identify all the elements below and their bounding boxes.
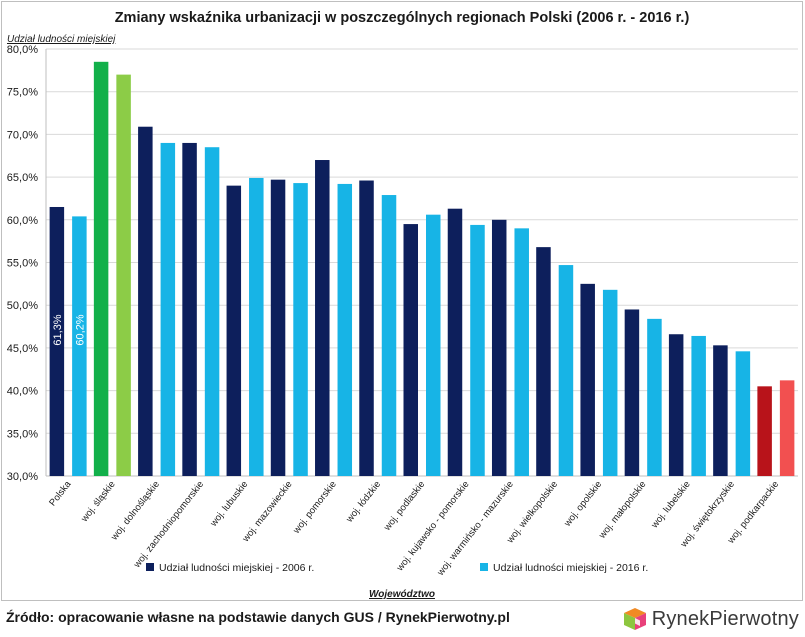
data-labels: 61,3% 60,2% — [52, 314, 87, 345]
x-tick-label: woj. kujawsko - pomorskie — [394, 479, 472, 574]
bar — [647, 318, 662, 476]
bar — [226, 185, 242, 476]
bar — [602, 289, 618, 476]
x-tick-label: woj. opolskie — [562, 479, 605, 529]
bar — [315, 160, 330, 476]
bar — [116, 74, 131, 477]
y-tick-label: 40,0% — [7, 386, 38, 398]
logo-text: RynekPierwotny — [651, 607, 799, 630]
bar — [514, 228, 529, 476]
x-tick-label: Polska — [47, 479, 74, 509]
bar — [270, 179, 286, 477]
y-tick-label: 65,0% — [7, 172, 38, 184]
legend-swatch — [480, 563, 488, 571]
y-tick-label: 70,0% — [7, 129, 38, 141]
bar — [359, 180, 374, 477]
legend: Udział ludności miejskiej - 2006 r. Udzia… — [146, 562, 648, 574]
y-axis-label: Udział ludności miejskiej — [7, 34, 116, 45]
y-tick-label: 55,0% — [7, 258, 38, 270]
bar — [668, 334, 684, 476]
x-tick-label: woj. śląskie — [79, 479, 118, 525]
bar — [779, 380, 795, 476]
bar — [624, 309, 640, 476]
bar — [713, 345, 728, 476]
x-tick-label: woj. małopolskie — [596, 479, 648, 541]
bar — [558, 265, 574, 476]
bar — [403, 224, 418, 476]
logo-cube-icon — [623, 608, 646, 630]
bar — [447, 208, 463, 476]
y-tick-label: 45,0% — [7, 343, 38, 355]
x-tick-label: woj. pomorskie — [291, 479, 339, 536]
y-axis-ticks: 30,0% 35,0% 40,0% 45,0% 50,0% 55,0% 60,0% 65,0%… — [7, 44, 38, 483]
bar — [72, 216, 87, 476]
bar — [160, 142, 176, 476]
bar — [138, 126, 153, 477]
x-tick-label: woj. łódzkie — [344, 479, 384, 525]
bar — [580, 283, 595, 476]
legend-label: Udział ludności miejskiej - 2016 r. — [493, 562, 648, 574]
bar — [381, 195, 397, 476]
legend-swatch — [146, 563, 154, 571]
bar — [49, 206, 65, 477]
bar — [757, 386, 772, 476]
x-tick-label: woj. lubuskie — [208, 479, 251, 529]
bar — [536, 247, 551, 476]
source-note: Źródło: opracowanie własne na podstawie … — [6, 609, 510, 625]
bar — [204, 147, 220, 476]
bar — [182, 142, 197, 476]
x-axis-label: Województwo — [369, 589, 435, 600]
bar — [93, 61, 109, 477]
bar — [426, 214, 441, 476]
chart-frame — [1, 1, 803, 601]
data-label: 60,2% — [74, 314, 86, 345]
logo: RynekPierwotny — [622, 603, 799, 635]
y-tick-label: 30,0% — [7, 471, 38, 483]
bar — [470, 224, 485, 476]
y-tick-label: 60,0% — [7, 215, 38, 227]
y-tick-label: 50,0% — [7, 300, 38, 312]
chart: Zmiany wskaźnika urbanizacji w poszczegó… — [7, 10, 798, 600]
y-tick-label: 80,0% — [7, 44, 38, 56]
data-label: 61,3% — [52, 314, 64, 345]
x-tick-label: woj. mazowieckie — [240, 479, 295, 545]
x-tick-label: woj. lubelskie — [649, 479, 693, 531]
bar — [249, 177, 264, 477]
y-tick-label: 35,0% — [7, 428, 38, 440]
bar — [691, 335, 706, 476]
chart-title: Zmiany wskaźnika urbanizacji w poszczegó… — [115, 10, 690, 26]
bar — [735, 351, 751, 476]
bars — [49, 61, 795, 477]
x-tick-label: woj. podlaskie — [381, 479, 427, 534]
bar — [491, 219, 507, 477]
bar — [337, 183, 353, 476]
legend-label: Udział ludności miejskiej - 2006 r. — [159, 562, 314, 574]
gridlines — [45, 48, 798, 477]
bar — [293, 183, 308, 476]
y-tick-label: 75,0% — [7, 87, 38, 99]
